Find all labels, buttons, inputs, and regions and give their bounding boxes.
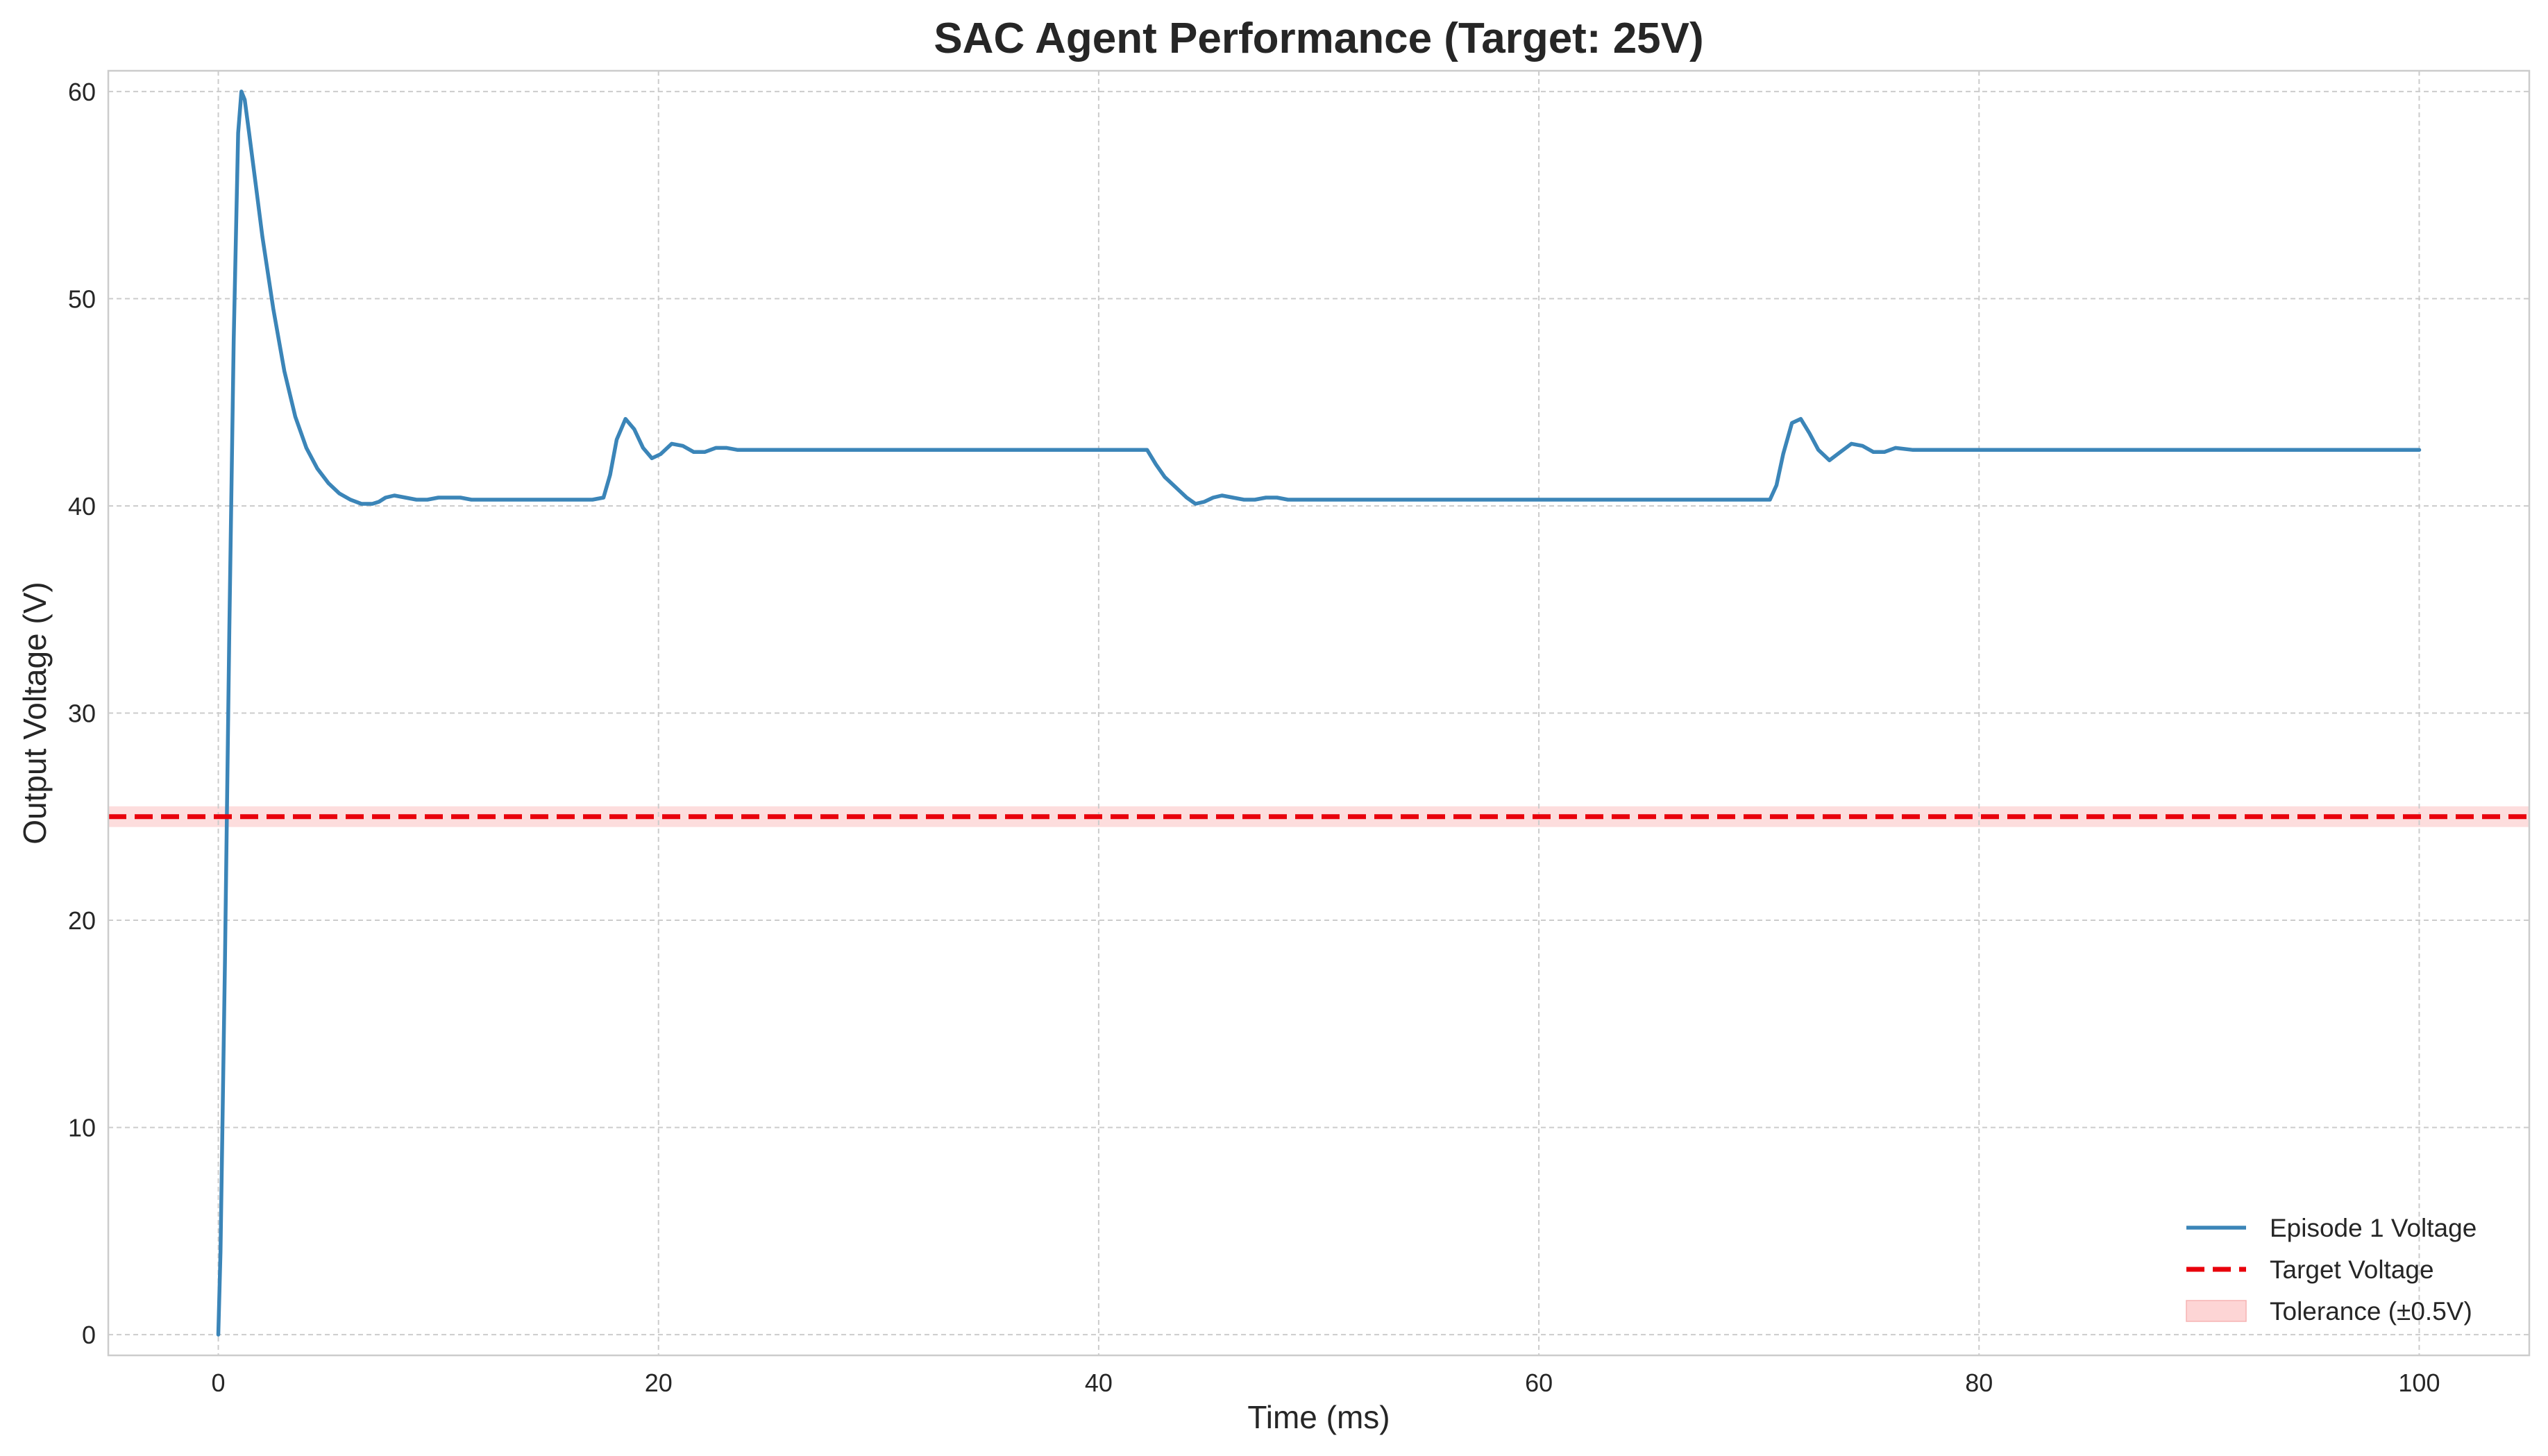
y-tick-label: 60 [68,78,96,106]
grid-layer [108,71,2529,1355]
y-tick-label: 40 [68,492,96,520]
x-tick-label: 100 [2398,1369,2440,1397]
legend-tolerance-label: Tolerance (±0.5V) [2270,1297,2472,1326]
x-tick-label: 0 [212,1369,226,1397]
plot-frame [107,69,2531,1357]
series-layer [108,90,2529,1337]
legend: Episode 1 Voltage Target Voltage Tolerance… [2186,1214,2477,1326]
y-tick-label: 20 [68,906,96,935]
y-tick-label: 10 [68,1114,96,1142]
x-tick-label: 80 [1965,1369,1993,1397]
episode-voltage-line [216,90,2422,1337]
y-tick-label: 30 [68,700,96,728]
legend-target-voltage-label: Target Voltage [2270,1255,2434,1284]
legend-tolerance-swatch [2186,1300,2247,1322]
y-axis-label: Output Voltage (V) [17,582,53,844]
x-axis-label: Time (ms) [1247,1399,1390,1435]
tick-label-layer: 0 20 40 60 80 100 0 10 20 30 40 50 60 [68,78,2440,1397]
x-tick-label: 60 [1525,1369,1553,1397]
chart-title: SAC Agent Performance (Target: 25V) [934,15,1703,62]
y-tick-label: 50 [68,285,96,313]
x-tick-label: 40 [1085,1369,1113,1397]
y-tick-label: 0 [82,1321,96,1349]
legend-episode-voltage-label: Episode 1 Voltage [2270,1214,2477,1242]
x-tick-label: 20 [645,1369,673,1397]
